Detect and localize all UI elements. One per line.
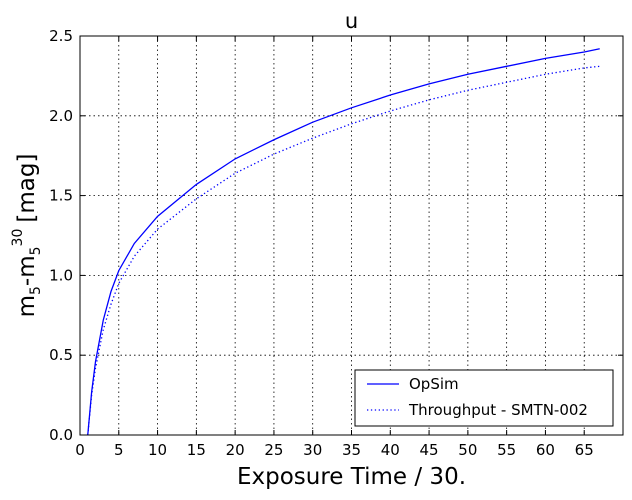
y-tick-label: 0.0 [49, 426, 73, 444]
y-label-unit: [mag] [14, 154, 40, 223]
y-label-base: m [14, 295, 40, 317]
x-tick-label: 40 [381, 441, 400, 459]
grid-lines [80, 36, 623, 435]
x-tick-label: 15 [187, 441, 206, 459]
legend-label-throughput: Throughput - SMTN-002 [408, 401, 588, 419]
y-tick-label: 2.5 [49, 27, 73, 45]
y-axis-label: m5-m530[mag] [10, 154, 44, 318]
y-tick-label: 0.5 [49, 346, 73, 364]
x-tick-label: 0 [75, 441, 85, 459]
legend: OpSim Throughput - SMTN-002 [354, 369, 614, 427]
y-tick-label: 1.0 [49, 266, 73, 284]
series-line-1 [87, 65, 600, 436]
x-tick-label: 30 [303, 441, 322, 459]
series-line-0 [87, 48, 600, 436]
x-tick-label: 55 [497, 441, 516, 459]
y-label-dash: -m [14, 255, 40, 286]
y-tick-label: 2.0 [49, 107, 73, 125]
y-label-sup: 30 [10, 229, 26, 247]
axis-ticks: 0 5 10 15 20 25 30 35 40 45 50 55 60 65 0.0 0.5 1.0 1.5 2.… [49, 27, 623, 459]
x-tick-label: 65 [575, 441, 594, 459]
x-tick-label: 60 [536, 441, 555, 459]
x-tick-label: 45 [420, 441, 439, 459]
y-label-sub2: 5 [28, 246, 44, 255]
x-tick-label: 35 [342, 441, 361, 459]
series-lines [87, 48, 600, 436]
legend-label-opsim: OpSim [409, 375, 459, 393]
y-label-sub1: 5 [28, 286, 44, 295]
x-tick-label: 20 [226, 441, 245, 459]
y-tick-label: 1.5 [49, 187, 73, 205]
x-tick-label: 10 [148, 441, 167, 459]
chart-title: u [345, 9, 358, 33]
legend-box [354, 369, 614, 427]
x-axis-label: Exposure Time / 30. [237, 464, 466, 490]
x-tick-label: 25 [264, 441, 283, 459]
x-tick-label: 50 [458, 441, 477, 459]
x-tick-label: 5 [114, 441, 124, 459]
